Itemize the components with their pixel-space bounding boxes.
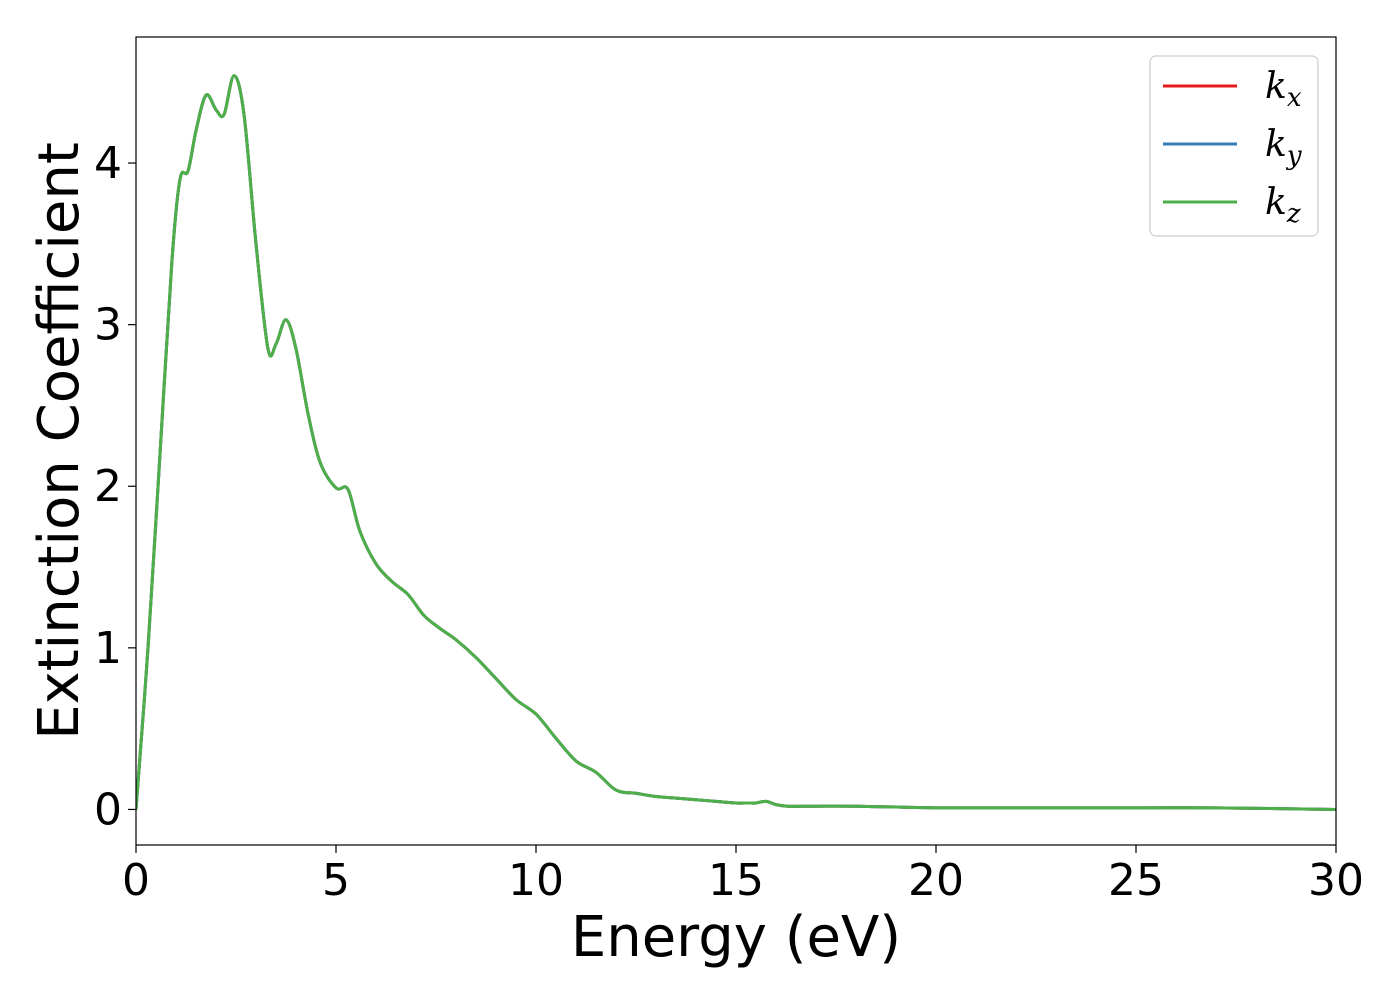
- y-axis-title: Extinction Coefficient: [27, 142, 92, 740]
- y-tick-label: 1: [94, 623, 122, 674]
- legend-label-main: k: [1265, 66, 1287, 107]
- legend-label-subscript: y: [1286, 141, 1302, 171]
- legend-label-subscript: z: [1286, 199, 1301, 229]
- x-tick-label: 5: [322, 855, 350, 906]
- x-tick-label: 15: [708, 855, 764, 906]
- legend-label-x: kx: [1265, 66, 1302, 113]
- x-tick-label: 20: [908, 855, 964, 906]
- x-axis-ticks: 0 5 10 15 20 25 30: [122, 845, 1364, 906]
- legend-label-main: k: [1265, 124, 1287, 165]
- x-tick-label: 10: [508, 855, 564, 906]
- y-tick-label: 4: [94, 138, 122, 189]
- y-tick-label: 0: [94, 784, 122, 835]
- x-tick-label: 25: [1108, 855, 1164, 906]
- y-tick-label: 3: [94, 300, 122, 351]
- y-axis-ticks: 0 1 2 3 4: [94, 138, 136, 835]
- legend-label-main: k: [1265, 182, 1287, 223]
- y-tick-label: 2: [94, 461, 122, 512]
- series-layer: [136, 74, 1336, 811]
- x-tick-label: 0: [122, 855, 150, 906]
- legend-label-z: kz: [1265, 182, 1301, 229]
- legend-box: [1149, 55, 1319, 237]
- x-axis-title: Energy (eV): [571, 905, 901, 970]
- x-tick-label: 30: [1308, 855, 1364, 906]
- legend-label-subscript: x: [1287, 83, 1302, 113]
- legend-label-y: ky: [1265, 124, 1302, 171]
- series-line-z: [136, 74, 1336, 811]
